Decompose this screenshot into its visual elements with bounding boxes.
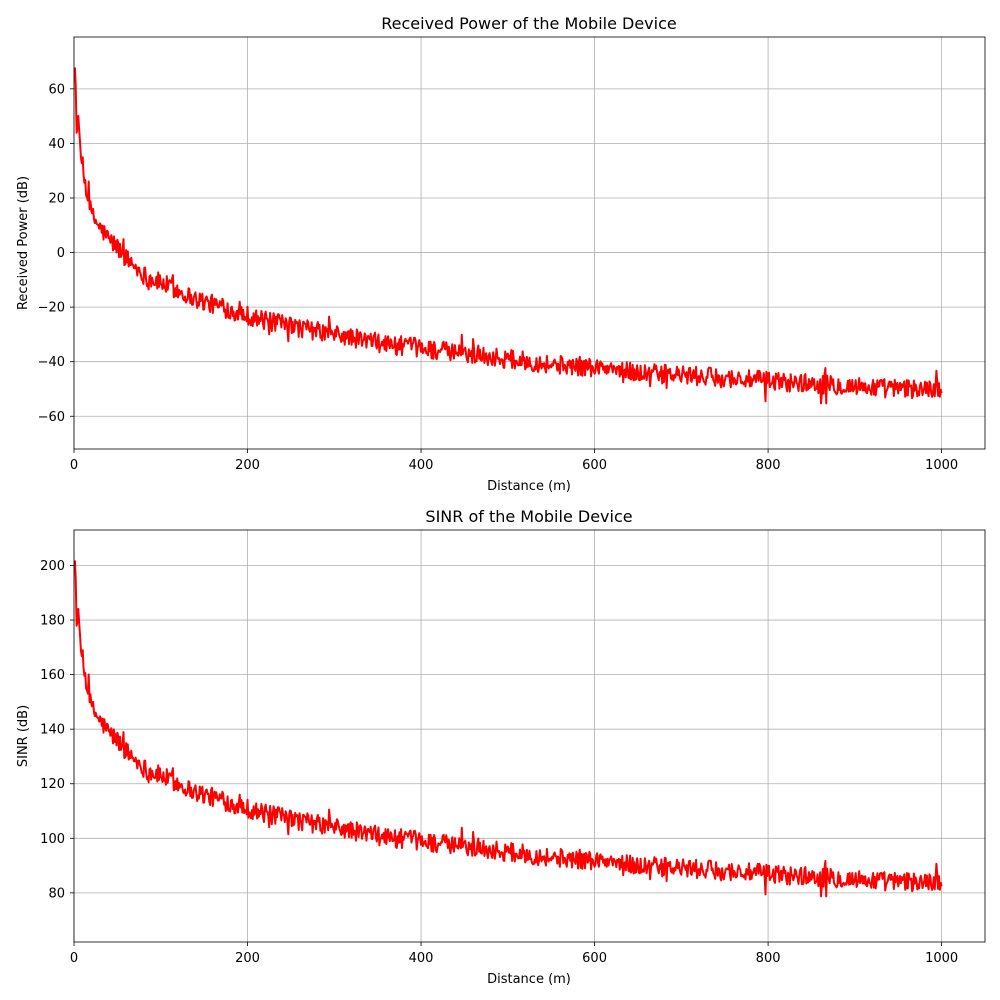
y-tick-label: 80 bbox=[48, 886, 65, 901]
gridlines bbox=[73, 530, 985, 942]
y-tick-label: −40 bbox=[38, 355, 65, 370]
y-tick-label: 100 bbox=[40, 832, 65, 847]
x-tick-label: 400 bbox=[409, 951, 434, 966]
x-tick-label: 600 bbox=[582, 458, 607, 473]
x-tick-label: 600 bbox=[582, 951, 607, 966]
series-line bbox=[73, 67, 943, 405]
x-tick-label: 800 bbox=[756, 951, 781, 966]
y-tick-label: 180 bbox=[40, 614, 65, 629]
chart-sinr: SINR of the Mobile Device 0 200 400 600 800 1… bbox=[16, 507, 986, 987]
x-tick-label: 0 bbox=[70, 951, 78, 966]
y-tick-label: 200 bbox=[40, 559, 65, 574]
x-axis-label: Distance (m) bbox=[487, 479, 571, 494]
x-tick-label: 1000 bbox=[925, 458, 958, 473]
x-tick-label: 1000 bbox=[925, 951, 958, 966]
x-tick-label: 0 bbox=[70, 458, 78, 473]
series-line bbox=[73, 560, 943, 898]
y-axis-label: SINR (dB) bbox=[16, 705, 31, 767]
x-tick-label: 400 bbox=[409, 458, 434, 473]
axes-frame bbox=[73, 36, 986, 450]
plot-area bbox=[73, 67, 943, 405]
y-tick-label: 160 bbox=[40, 668, 65, 683]
y-tick-label: 20 bbox=[48, 191, 65, 206]
y-tick-label: −60 bbox=[38, 410, 65, 425]
y-tick-label: 140 bbox=[40, 723, 65, 738]
gridlines bbox=[73, 37, 985, 449]
y-tick-label: 0 bbox=[57, 246, 65, 261]
plot-area bbox=[73, 560, 943, 898]
x-tick-label: 200 bbox=[235, 951, 260, 966]
axes-frame bbox=[73, 529, 986, 943]
y-tick-label: −20 bbox=[38, 301, 65, 316]
chart-title: SINR of the Mobile Device bbox=[425, 507, 632, 526]
y-tick-label: 40 bbox=[48, 137, 65, 152]
ticks: 0 200 400 600 800 1000 −60 −40 −20 0 20 40 60 bbox=[38, 82, 959, 473]
chart-title: Received Power of the Mobile Device bbox=[381, 14, 676, 33]
y-tick-label: 120 bbox=[40, 777, 65, 792]
x-tick-label: 800 bbox=[756, 458, 781, 473]
y-tick-label: 60 bbox=[48, 82, 65, 97]
y-axis-label: Received Power (dB) bbox=[16, 176, 31, 310]
chart-received-power: Received Power of the Mobile Device 0 200… bbox=[16, 14, 986, 494]
x-tick-label: 200 bbox=[235, 458, 260, 473]
ticks: 0 200 400 600 800 1000 80 100 120 140 160 180 200 bbox=[40, 559, 958, 966]
x-axis-label: Distance (m) bbox=[487, 972, 571, 987]
